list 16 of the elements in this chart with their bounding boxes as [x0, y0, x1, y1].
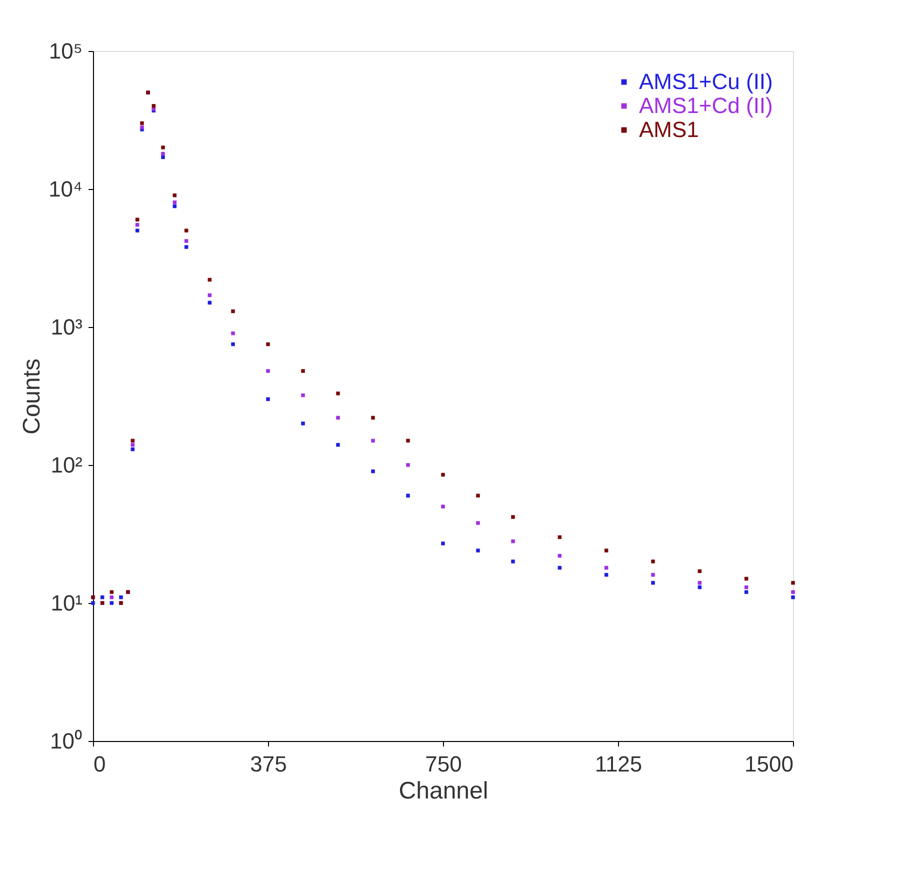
x-axis-title: Channel [398, 778, 488, 804]
x-tick-label: 1125 [594, 752, 642, 776]
legend-label: AMS1 [639, 117, 699, 142]
y-tick-label: 10¹ [50, 590, 82, 616]
x-tick-label: 750 [425, 752, 462, 776]
y-tick-label: 10⁴ [48, 176, 82, 202]
y-tick-label: 10⁰ [50, 728, 82, 754]
x-tick-label: 0 [94, 752, 106, 776]
y-tick-label: 10³ [50, 314, 82, 340]
legend-label: AMS1+Cd (II) [639, 93, 773, 118]
x-tick-label: 375 [250, 752, 287, 776]
y-tick-label: 10² [50, 452, 82, 478]
y-tick-label: 10⁵ [48, 38, 82, 64]
y-axis-title: Counts [18, 358, 46, 435]
legend-label: AMS1+Cu (II) [639, 69, 773, 94]
x-tick-label: 1500 [744, 752, 794, 776]
